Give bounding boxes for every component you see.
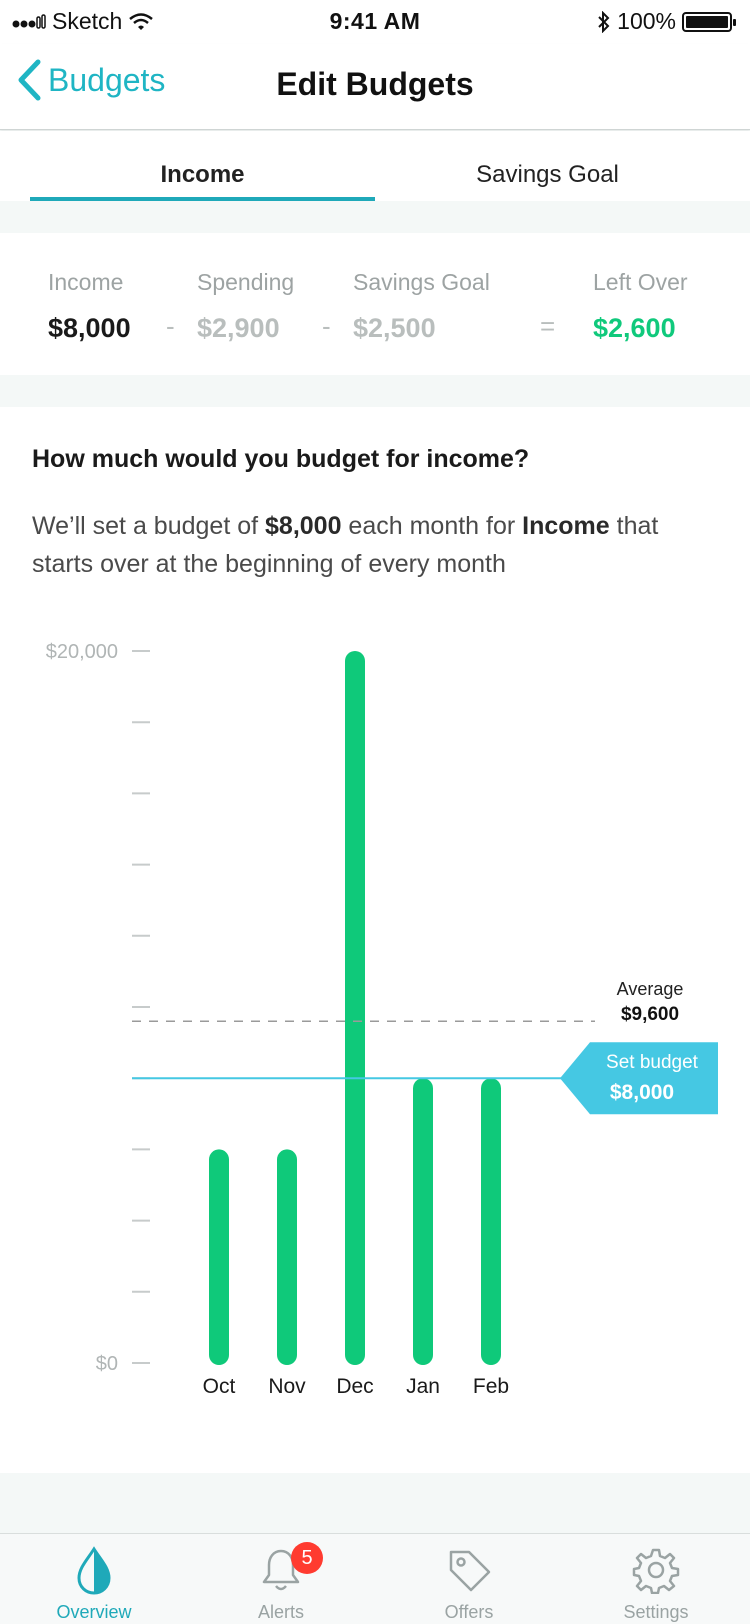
desc-text: each month for bbox=[341, 512, 523, 540]
average-value: $9,600 bbox=[621, 1004, 679, 1025]
signal-icon bbox=[12, 13, 46, 29]
chart-svg: $20,000 $0 Oct Nov Dec Jan Feb Average $9,600 Set… bbox=[46, 641, 718, 1398]
x-tick-label: Feb bbox=[473, 1375, 509, 1398]
tab-alerts[interactable]: 5 Alerts bbox=[206, 1534, 356, 1624]
battery-icon bbox=[682, 11, 736, 32]
tab-label: Offers bbox=[444, 1602, 494, 1622]
summary-left-over: Left Over $2,600 bbox=[593, 269, 688, 344]
status-left: Sketch bbox=[12, 8, 154, 35]
y-tick-label: $0 bbox=[96, 1353, 118, 1375]
drop-icon bbox=[77, 1546, 111, 1595]
wifi-icon bbox=[129, 12, 154, 30]
summary-label: Income bbox=[48, 269, 124, 295]
bar-nov bbox=[277, 1149, 297, 1365]
summary-spending: Spending $2,900 bbox=[197, 269, 294, 344]
summary-value: $8,000 bbox=[48, 313, 131, 343]
x-tick-label: Jan bbox=[406, 1375, 440, 1398]
tab-bar: Overview 5 Alerts Offers Settings bbox=[0, 1533, 750, 1624]
average-label: Average bbox=[617, 979, 684, 999]
desc-amount: $8,000 bbox=[265, 512, 342, 540]
segmented-tabs: Income Savings Goal bbox=[0, 131, 750, 201]
tab-settings[interactable]: Settings bbox=[581, 1534, 731, 1624]
alerts-badge: 5 bbox=[291, 1542, 323, 1574]
summary-value: $2,900 bbox=[197, 313, 280, 343]
x-tick-label: Nov bbox=[268, 1375, 306, 1398]
carrier-label: Sketch bbox=[52, 8, 123, 34]
summary-label: Savings Goal bbox=[353, 269, 490, 295]
back-button[interactable]: Budgets bbox=[16, 58, 165, 102]
tab-offers[interactable]: Offers bbox=[394, 1534, 544, 1624]
tab-label: Alerts bbox=[257, 1602, 304, 1622]
tab-savings-goal[interactable]: Savings Goal bbox=[476, 161, 619, 188]
status-bar: Sketch 9:41 AM 100% bbox=[0, 0, 750, 44]
gear-icon bbox=[632, 1548, 680, 1594]
income-chart: $20,000 $0 Oct Nov Dec Jan Feb Average $9,600 Set… bbox=[0, 637, 750, 1457]
set-budget-handle[interactable] bbox=[560, 1042, 718, 1115]
summary-label: Spending bbox=[197, 269, 295, 295]
battery-percent: 100% bbox=[617, 8, 676, 34]
bluetooth-icon bbox=[598, 10, 610, 33]
x-tick-label: Oct bbox=[203, 1375, 236, 1398]
summary-label: Left Over bbox=[593, 269, 688, 295]
tab-overview[interactable]: Overview bbox=[19, 1534, 169, 1624]
question-heading: How much would you budget for income? bbox=[32, 445, 530, 473]
page-title: Edit Budgets bbox=[276, 66, 474, 102]
summary-value: $2,600 bbox=[593, 313, 676, 343]
desc-category: Income bbox=[522, 512, 610, 540]
summary-value: $2,500 bbox=[353, 313, 436, 343]
summary-income: Income $8,000 bbox=[48, 269, 131, 344]
back-label: Budgets bbox=[48, 61, 166, 98]
y-tick-label: $20,000 bbox=[46, 641, 118, 663]
budget-summary: Income $8,000 - Spending $2,900 - Saving… bbox=[0, 233, 750, 375]
tab-income[interactable]: Income bbox=[30, 131, 375, 201]
equals-operator: = bbox=[540, 311, 556, 341]
clock: 9:41 AM bbox=[329, 8, 421, 34]
chevron-left-icon bbox=[18, 59, 41, 101]
minus-operator: - bbox=[322, 311, 331, 341]
tab-label: Overview bbox=[56, 1602, 132, 1622]
summary-savings-goal: Savings Goal $2,500 bbox=[353, 269, 490, 344]
budget-description: We’ll set a budget of $8,000 each month … bbox=[32, 507, 712, 583]
tab-label: Settings bbox=[623, 1602, 689, 1622]
desc-text: that starts over at the beginning of eve… bbox=[32, 512, 659, 578]
bar-dec bbox=[345, 651, 365, 1365]
budget-editor: How much would you budget for income? We… bbox=[0, 407, 750, 1473]
x-tick-label: Dec bbox=[336, 1375, 373, 1398]
bar-oct bbox=[209, 1149, 229, 1365]
minus-operator: - bbox=[166, 311, 175, 341]
tag-icon bbox=[449, 1550, 491, 1592]
status-right: 100% bbox=[597, 8, 736, 35]
set-budget-value: $8,000 bbox=[610, 1081, 674, 1104]
navigation-bar: Budgets Edit Budgets bbox=[0, 44, 750, 130]
bell-icon bbox=[262, 1549, 300, 1591]
bar-jan bbox=[413, 1078, 433, 1365]
desc-text: We’ll set a budget of bbox=[32, 512, 266, 540]
bar-feb bbox=[481, 1078, 501, 1365]
set-budget-label: Set budget bbox=[606, 1052, 699, 1073]
